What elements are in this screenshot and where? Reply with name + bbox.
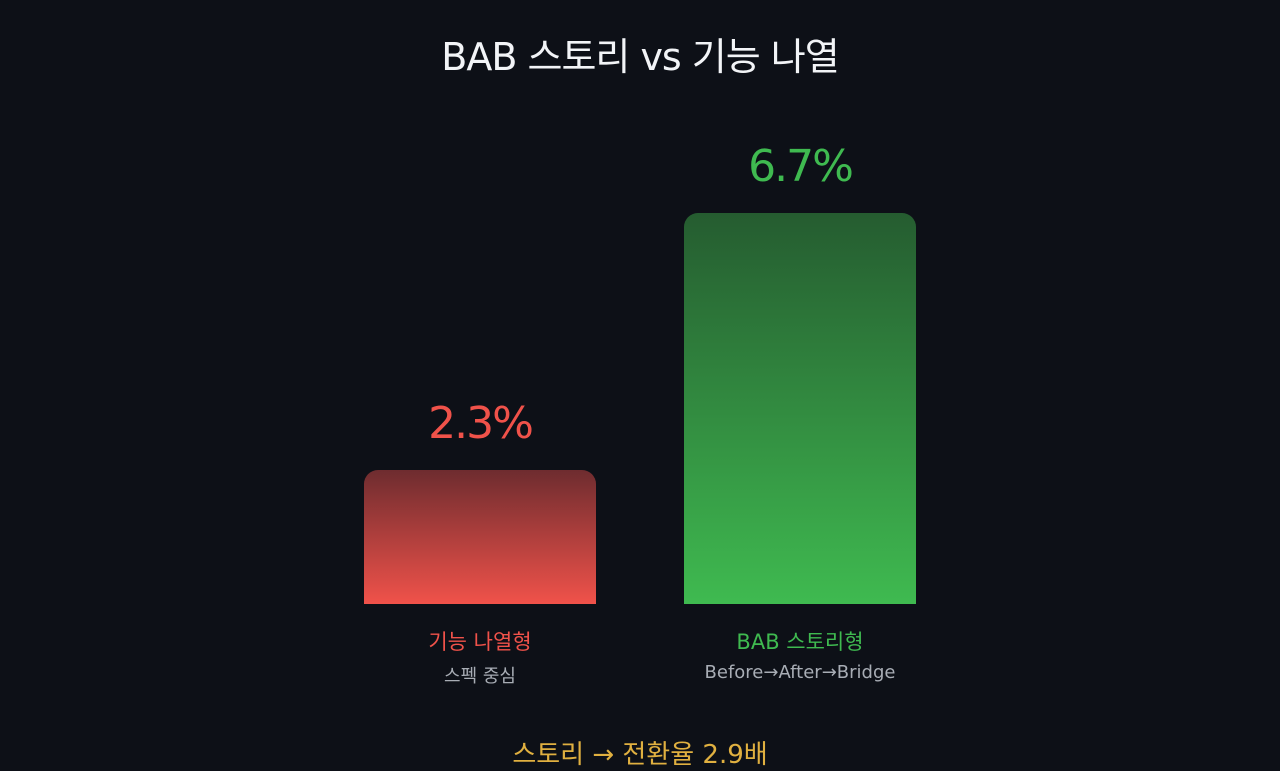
footer-summary: 스토리 → 전환율 2.9배	[512, 740, 768, 770]
value-label: 6.7%	[748, 141, 854, 192]
category-sublabel: Before→After→Bridge	[704, 662, 896, 683]
value-label: 2.3%	[428, 397, 534, 449]
chart-title: BAB 스토리 vs 기능 나열	[441, 35, 839, 79]
bar-0	[364, 469, 596, 604]
category-label: 기능 나열형	[428, 630, 532, 654]
category-sublabel: 스펙 중심	[444, 666, 516, 687]
bar-1	[684, 213, 916, 604]
category-label: BAB 스토리형	[736, 630, 864, 654]
